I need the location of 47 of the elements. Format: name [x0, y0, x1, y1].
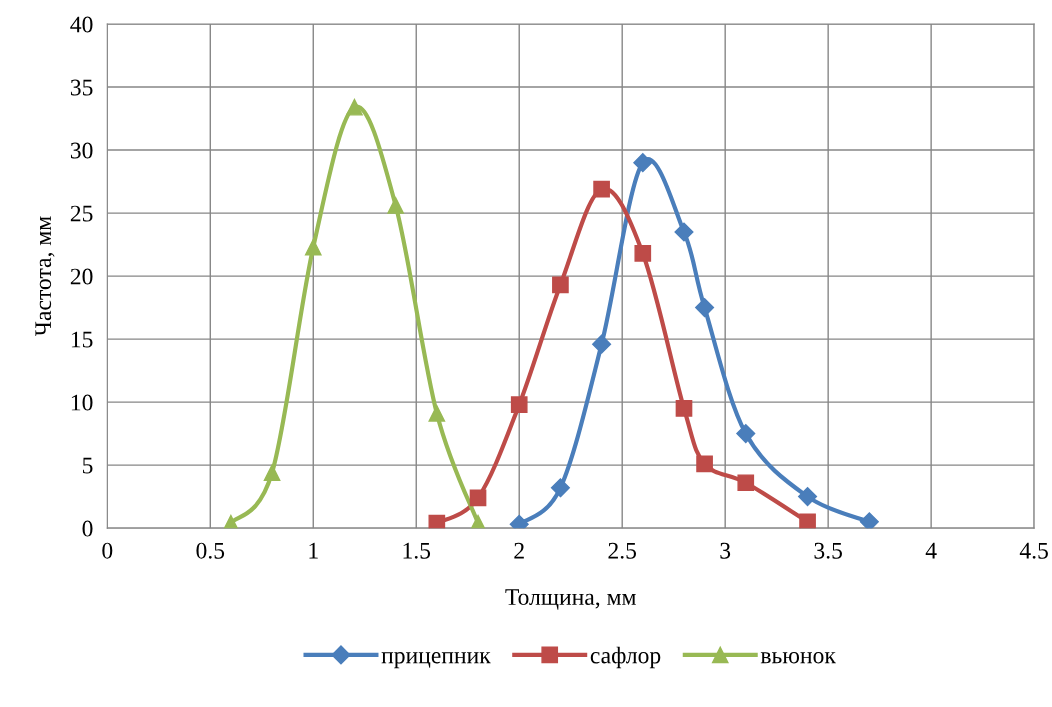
y-tick-label: 15	[71, 331, 93, 348]
x-tick-label: 3	[720, 542, 731, 559]
legend-label: сафлор	[590, 646, 661, 669]
point	[304, 238, 322, 256]
x-tick-label: 1.5	[403, 542, 431, 559]
x-tick-label: 1	[309, 542, 318, 559]
point	[695, 298, 715, 318]
x-axis-title: Толщина, мм	[505, 589, 636, 610]
y-tick-label: 30	[70, 142, 93, 159]
point	[675, 400, 693, 417]
y-tick-label: 20	[70, 268, 93, 285]
point	[428, 405, 446, 422]
y-tick-label: 10	[71, 394, 93, 411]
point	[387, 197, 404, 214]
point	[428, 514, 446, 529]
legend-label: вьюнок	[760, 652, 836, 664]
legend-label: прицепник	[381, 652, 491, 669]
y-tick-label: 5	[82, 457, 93, 474]
point	[592, 334, 612, 354]
point	[263, 464, 281, 482]
point	[634, 245, 652, 262]
point	[736, 424, 756, 444]
point	[550, 478, 570, 498]
y-axis-title: Частота, мм	[35, 216, 55, 337]
point	[593, 180, 610, 198]
point	[633, 153, 653, 173]
point	[799, 513, 816, 529]
point	[798, 487, 818, 507]
x-tick-label: 4	[925, 542, 937, 559]
x-tick-label: 4.5	[1019, 542, 1048, 559]
x-tick-label: 2.5	[608, 542, 637, 559]
x-tick-label: 3.5	[814, 542, 842, 559]
x-tick-label: 0	[102, 542, 113, 559]
y-tick-label: 25	[70, 205, 93, 222]
x-tick-label: 0.5	[196, 542, 225, 559]
y-tick-label: 35	[70, 79, 93, 96]
point	[696, 455, 713, 473]
y-tick-label: 40	[70, 16, 93, 33]
point	[737, 474, 755, 492]
x-tick-label: 2	[514, 542, 524, 559]
point	[674, 222, 694, 242]
point	[510, 396, 528, 413]
point	[859, 512, 879, 529]
y-tick-label: 0	[82, 520, 93, 537]
point	[346, 98, 363, 116]
point	[469, 489, 487, 507]
point	[552, 276, 569, 294]
